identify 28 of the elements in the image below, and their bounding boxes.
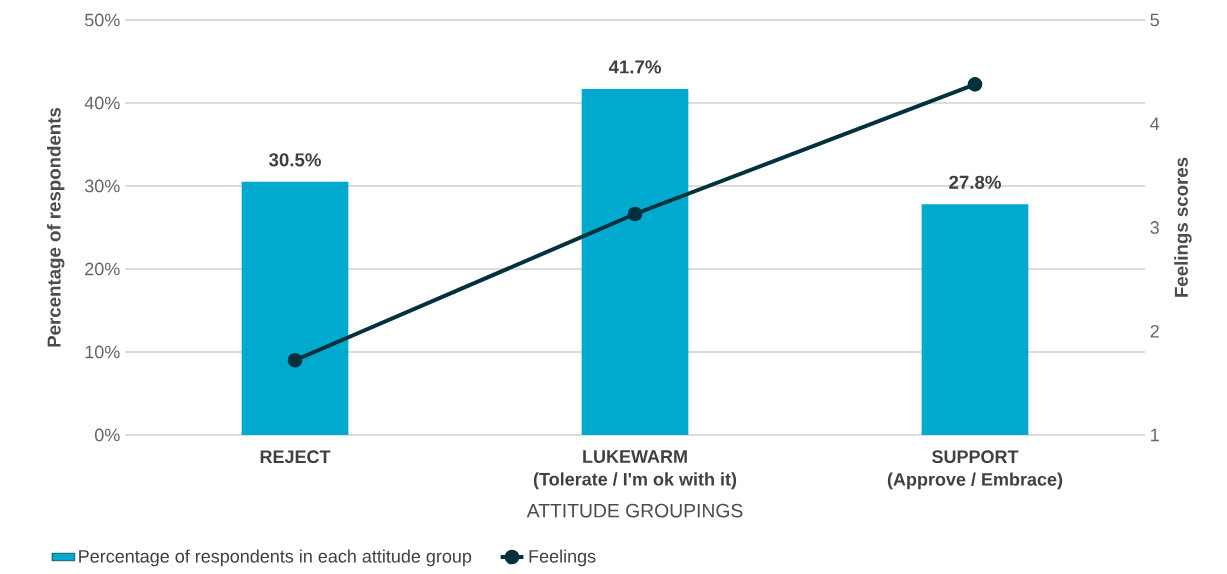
x-axis-title: ATTITUDE GROUPINGS [526,503,743,518]
y2-tick-label: 4 [1150,117,1160,130]
point [627,206,643,222]
y-tick-label: 50% [84,13,120,27]
y-axis-title: Percentage of respondents [46,107,65,347]
y2-tick-label: 3 [1150,221,1159,234]
x-tick-label: REJECT [260,450,331,464]
bar [241,181,349,435]
point [967,76,983,92]
y-tick-label: 40% [84,96,120,110]
point [287,352,303,368]
legend-label: Feelings [529,549,596,567]
y-tick-label: 20% [85,262,120,276]
data-label: 30.5% [268,153,321,167]
y2-axis-title: Feelings scores [1174,157,1192,297]
y2-tick-label: 5 [1150,13,1159,27]
y-tick-label: 30% [84,179,120,193]
y2-tick-label: 2 [1150,324,1159,338]
y-tick-label: 0% [95,428,120,442]
y2-tick-label: 1 [1151,428,1159,442]
legend-label: Percentage of respondents in each attitude group [79,549,472,567]
data-label: 27.8% [949,175,1001,189]
x-tick-label: LUKEWARM (Tolerate / I'm ok with it) [533,450,737,490]
bar [581,88,689,435]
y-tick-label: 10% [85,345,120,359]
bar [921,204,1029,435]
data-label: 41.7% [608,60,661,74]
x-tick-label: SUPPORT (Approve / Embrace) [887,450,1063,490]
